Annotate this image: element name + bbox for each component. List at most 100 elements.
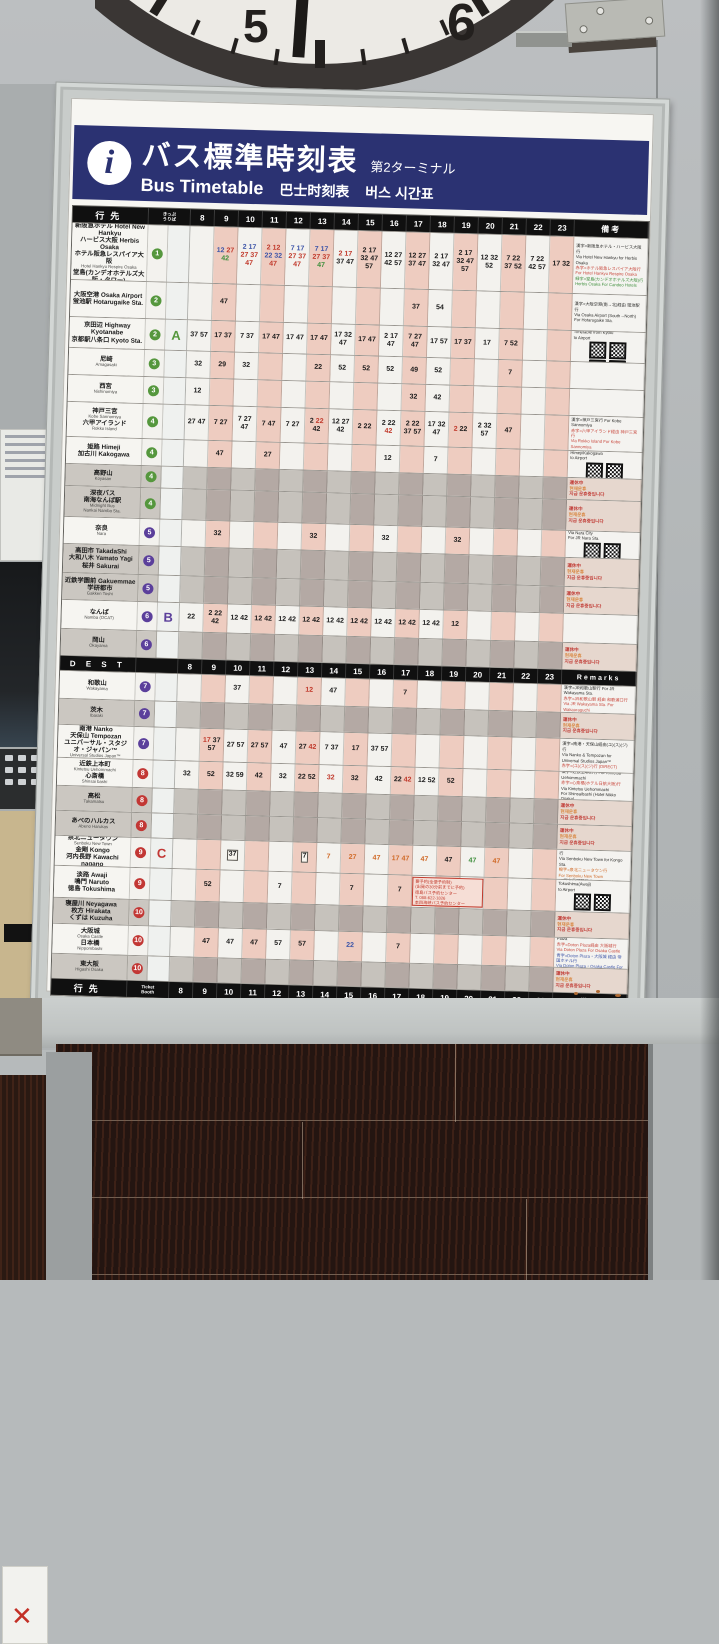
time-cell-hour-22 — [519, 477, 544, 499]
time-cell-hour-18: 47 — [413, 846, 438, 876]
time-cell-hour-18: 42 — [426, 385, 451, 412]
time-cell-hour-18 — [409, 964, 434, 989]
time-cell-hour-17: 37 — [404, 289, 429, 326]
departure-minute: 27 — [414, 334, 422, 342]
departure-minute: 17 — [392, 856, 400, 864]
departure-minute: 27 — [348, 854, 356, 862]
departure-minute: 22 — [214, 610, 222, 618]
time-cell-hour-18 — [420, 583, 445, 610]
departure-minute: 57 — [380, 746, 388, 754]
time-cell-hour-11: 47 — [242, 929, 267, 959]
departure-minute: 7 — [326, 854, 330, 862]
departure-minute: 37 — [226, 850, 238, 860]
booth-letter-cell — [158, 576, 181, 603]
remark-cell — [563, 614, 638, 644]
booth-number-badge: 8 — [136, 794, 147, 805]
header-hour-13: 13 — [298, 662, 322, 677]
qr-code-icon — [586, 462, 603, 479]
time-cell-hour-16 — [370, 637, 395, 664]
time-cell-hour-13 — [298, 635, 323, 662]
departure-minute: 17 — [440, 253, 448, 261]
booth-letter-cell: C — [151, 838, 174, 868]
clock-numeral-5: 5 — [243, 0, 269, 52]
destination-line: 桜井 Sakurai — [82, 562, 119, 570]
time-cell-hour-13 — [306, 382, 331, 409]
time-cell-hour-13 — [297, 705, 322, 731]
time-cell-hour-17 — [385, 963, 410, 988]
departure-minute: 42 — [288, 616, 296, 624]
time-cell-hour-18 — [422, 527, 447, 554]
departure-minute: 37 — [233, 685, 241, 693]
time-cell-hour-8 — [180, 576, 205, 603]
departure-minute: 42 — [255, 773, 263, 781]
time-cell-hour-10: 47 — [218, 928, 243, 958]
departure-minute: 57 — [365, 263, 373, 271]
rust-spot — [596, 990, 600, 993]
time-cell-hour-14: 32 — [319, 765, 344, 793]
time-cell-hour-20 — [474, 359, 499, 386]
departure-minute: 2 — [382, 420, 386, 428]
departure-minute: 12 — [193, 387, 201, 395]
time-cell-hour-16 — [372, 582, 397, 609]
time-cell-hour-11 — [250, 634, 275, 661]
time-cell-hour-17 — [387, 907, 412, 933]
departure-minute: 57 — [480, 430, 488, 438]
departure-minute: 52 — [308, 774, 316, 782]
time-cell-hour-15 — [346, 637, 371, 664]
booth-letter-cell — [157, 632, 180, 659]
departure-minute: 32 — [274, 253, 282, 261]
time-cell-hour-8 — [184, 440, 209, 467]
departure-minute: 54 — [436, 304, 444, 312]
departure-minute: 47 — [346, 259, 354, 267]
header-hour-12: 12 — [274, 662, 298, 677]
departure-minute: 17 — [344, 251, 352, 259]
qr-codes — [586, 462, 624, 479]
booth-number-badge: 9 — [134, 878, 145, 889]
departure-minute: 47 — [268, 420, 276, 428]
time-cell-hour-10: 37 — [221, 840, 246, 870]
departure-minute: 12 — [451, 621, 459, 629]
departure-minute: 2 — [406, 420, 410, 428]
time-cell-hour-15 — [348, 581, 373, 608]
booth-number-badge: 8 — [136, 819, 147, 830]
header-hour-10: 10 — [239, 211, 263, 228]
time-cell-hour-22 — [506, 936, 531, 966]
departure-minute: 47 — [220, 298, 228, 306]
time-cell-hour-8 — [182, 520, 207, 547]
time-cell-hour-19 — [435, 908, 460, 934]
time-cell-hour-9 — [195, 902, 220, 928]
departure-minute: 2 — [458, 250, 462, 258]
time-cell-hour-10 — [228, 577, 253, 604]
time-cell-hour-16 — [363, 906, 388, 932]
booth-letter-cell — [161, 467, 184, 489]
time-cell-hour-19 — [452, 291, 477, 328]
time-cell-hour-12 — [276, 579, 301, 606]
booth-number-cell: 10 — [129, 900, 150, 926]
time-cell-hour-22 — [522, 361, 547, 388]
time-cell-hour-17 — [389, 820, 414, 845]
time-cell-hour-22 — [509, 823, 534, 848]
time-cell-hour-11: 42 — [247, 763, 272, 791]
departure-minute: 42 — [408, 619, 416, 627]
departure-minute: 52 — [434, 367, 442, 375]
time-cell-hour-22 — [524, 293, 549, 330]
departure-minute: 7 — [286, 421, 290, 429]
booth-letter-cell — [167, 226, 191, 283]
suspended-label: 지금 운휴중입니다 — [567, 575, 602, 582]
time-cell-hour-15: 52 — [354, 356, 379, 383]
terminal-label: 第2ターミナル — [370, 156, 456, 177]
time-cell-hour-20 — [457, 965, 482, 990]
time-cell-hour-20 — [467, 611, 492, 640]
